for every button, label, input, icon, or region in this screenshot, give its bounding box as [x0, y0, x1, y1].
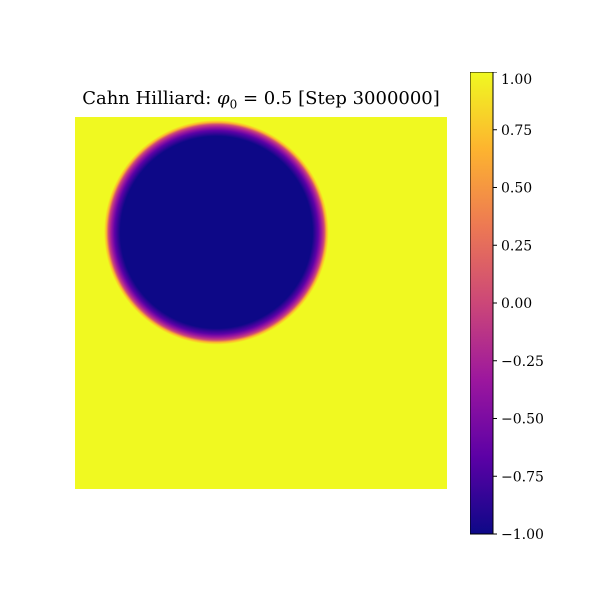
- colorbar-tick-label: 0.00: [501, 296, 532, 312]
- colorbar: 1.00 0.75 0.50 0.25 0.00 −0.25 −0.50 −0.75 −1.00: [470, 72, 544, 542]
- title-suffix: = 0.5 [Step 3000000]: [237, 88, 440, 109]
- colorbar-tick-label: −0.25: [501, 354, 544, 370]
- title-symbol: φ: [216, 88, 230, 109]
- title-subscript: 0: [229, 97, 238, 112]
- title-prefix: Cahn Hilliard:: [82, 88, 217, 109]
- colorbar-tick-label: −1.00: [501, 527, 544, 542]
- colorbar-tick-label: 0.25: [501, 238, 532, 254]
- colorbar-tick-label: 0.50: [501, 181, 532, 197]
- colorbar-tick-label: −0.50: [501, 412, 544, 428]
- colorbar-tick-label: −0.75: [501, 469, 544, 485]
- chart-title: Cahn Hilliard: φ0 = 0.5 [Step 3000000]: [75, 88, 447, 112]
- colorbar-tick-label: 0.75: [501, 123, 532, 139]
- heatmap-plot: [75, 117, 447, 489]
- heatmap-droplet: [104, 119, 329, 345]
- colorbar-gradient: [470, 72, 494, 535]
- colorbar-tick-label: 1.00: [501, 72, 532, 88]
